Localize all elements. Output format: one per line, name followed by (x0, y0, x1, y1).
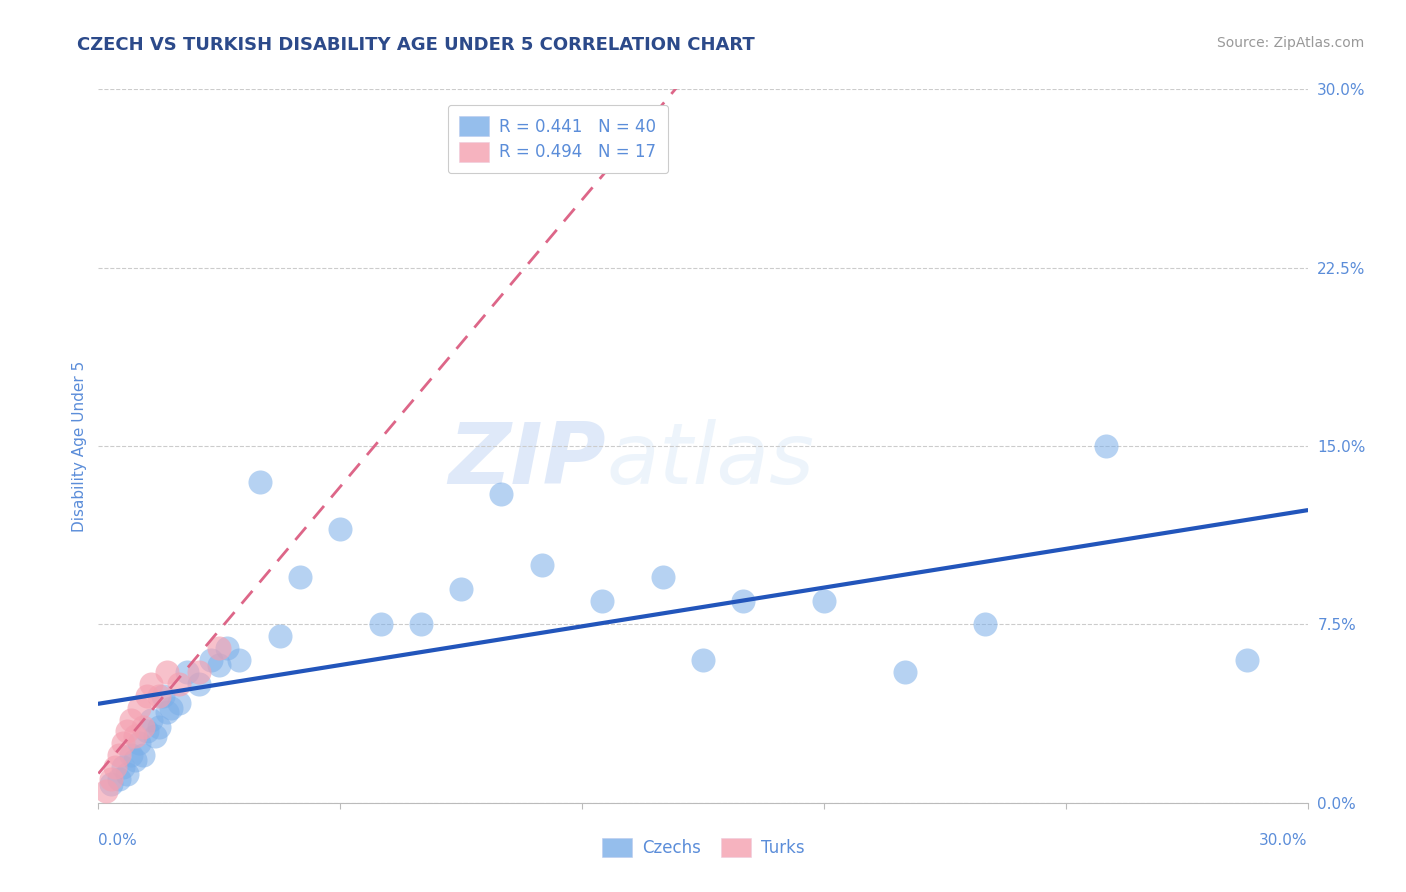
Point (111, 736, 134, 750)
Point (107, 748, 129, 763)
Text: atlas: atlas (606, 418, 814, 502)
Point (160, 700, 183, 714)
Point (188, 677, 211, 691)
Point (152, 689, 174, 703)
Point (132, 748, 155, 763)
Point (249, 475, 271, 489)
Point (974, 617, 997, 632)
Text: 30.0%: 30.0% (1260, 833, 1308, 848)
Point (591, 593, 613, 607)
Point (188, 665, 211, 679)
Point (132, 720, 155, 734)
Point (124, 753, 146, 767)
Point (692, 653, 714, 667)
Point (491, 486, 513, 500)
Point (288, 570, 311, 584)
Text: CZECH VS TURKISH DISABILITY AGE UNDER 5 CORRELATION CHART: CZECH VS TURKISH DISABILITY AGE UNDER 5 … (77, 36, 755, 54)
Point (228, 653, 250, 667)
Point (370, 617, 392, 632)
Point (120, 748, 142, 763)
Point (128, 700, 150, 714)
Point (156, 706, 179, 720)
Point (409, 617, 432, 632)
Point (530, 558, 553, 572)
Point (107, 772, 129, 786)
Text: 0.0%: 0.0% (98, 833, 138, 848)
Point (115, 767, 138, 781)
Point (100, 772, 122, 786)
Y-axis label: Disability Age Under 5: Disability Age Under 5 (72, 360, 87, 532)
Point (124, 729, 146, 743)
Point (208, 657, 231, 672)
Text: Source: ZipAtlas.com: Source: ZipAtlas.com (1216, 36, 1364, 50)
Point (167, 696, 190, 710)
Point (128, 736, 150, 750)
Point (111, 760, 134, 774)
Point (269, 629, 291, 643)
Point (148, 720, 170, 734)
Point (200, 653, 222, 667)
Point (135, 689, 157, 703)
Point (148, 689, 170, 703)
Point (651, 570, 673, 584)
Point (813, 593, 835, 607)
Point (1236, 653, 1258, 667)
Point (115, 724, 138, 739)
Point (208, 641, 231, 656)
Text: ZIP: ZIP (449, 418, 606, 502)
Point (156, 665, 179, 679)
Point (893, 665, 915, 679)
Point (143, 729, 166, 743)
Point (96, 784, 118, 798)
Point (139, 677, 162, 691)
Point (176, 665, 198, 679)
Point (135, 724, 157, 739)
Legend: Czechs, Turks: Czechs, Turks (593, 830, 813, 866)
Point (1095, 439, 1118, 453)
Point (733, 593, 755, 607)
Point (120, 713, 142, 727)
Point (450, 582, 472, 596)
Point (139, 713, 162, 727)
Point (103, 760, 125, 774)
Point (329, 522, 352, 536)
Point (167, 677, 190, 691)
Point (217, 641, 239, 656)
Point (100, 777, 122, 791)
